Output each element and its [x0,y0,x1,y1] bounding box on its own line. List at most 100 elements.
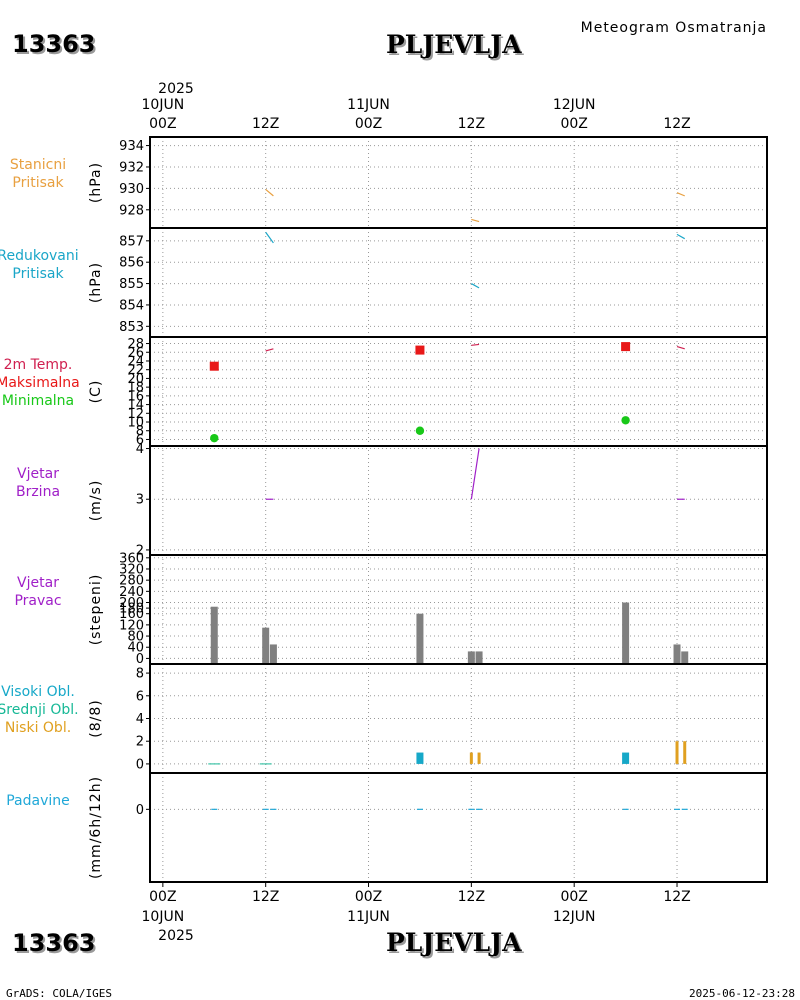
max-temp-marker [209,361,219,371]
series-segment [265,188,274,197]
max-temp-marker [621,342,631,352]
panel-redukovani: 853 854 855 856 857 (hPa) Redukovani Pritisak [0,227,768,338]
unit-label: (mm/6h/12h) [88,776,104,879]
bottom-hour-label: 00Z [560,889,587,905]
y-tick-label: 10 [127,416,144,431]
panel-label-line: Minimalna [2,393,74,409]
panel-label-line: Niski Obl. [5,720,71,736]
top-hour-label: 00Z [149,116,176,132]
top-date-label: 12JUN [553,97,596,113]
footer-station-id: 13363 [12,929,96,957]
bottom-hour-label: 12Z [663,889,690,905]
y-tick-label: 6 [136,689,144,704]
series-segment [471,218,480,223]
y-tick-label: 14 [127,398,144,413]
y-tick-label: 3 [136,493,144,508]
panel-label-line: Brzina [16,484,60,500]
y-tick-label: 360 [119,551,144,566]
panel-label-line: Pritisak [12,175,64,191]
unit-label: (hPa) [88,262,104,303]
panel-frame [149,227,768,338]
bottom-date-label: 11JUN [347,909,390,925]
chart-title: Meteogram Osmatranja [581,20,767,36]
y-tick-label: 180 [119,602,144,617]
y-tick-label: 0 [136,652,144,667]
y-tick-label: 928 [119,203,144,218]
y-tick-label: 853 [119,320,144,335]
footer-station-id-shadow: 13363 [14,931,98,959]
unit-label: (stepeni) [88,574,104,646]
y-tick-label: 932 [119,160,144,175]
unit-label: (hPa) [88,162,104,203]
bottom-hour-label: 12Z [252,889,279,905]
panel-frame [149,772,768,883]
y-tick-label: 6 [136,433,144,448]
y-tick-label: 854 [119,298,144,313]
low-cloud-bar [469,752,473,764]
panels: 928 930 932 934 (hPa) Stanicni Pritisak 853 854 8… [0,136,768,883]
series-segment [265,231,274,244]
wind-direction-bar [210,606,218,664]
temp-segment [265,348,274,352]
year-label-bottom: 2025 [158,928,194,944]
y-tick-label: 8 [136,424,144,439]
top-time-axis: 10JUN 00Z 12Z 11JUN 00Z 12Z 12JUN 00Z 12Z [142,97,691,132]
y-tick-label: 855 [119,277,144,292]
series-segment [676,192,685,197]
bottom-date-label: 12JUN [553,909,596,925]
panel-label-line: Vjetar [17,575,59,591]
panel-label-line: Stanicni [10,157,66,173]
low-cloud-bar [675,741,679,764]
high-cloud-bar [622,752,630,764]
max-temp-marker [415,345,425,355]
panel-label-line: Visoki Obl. [1,684,75,700]
series-segment [676,233,686,240]
y-tick-label: 8 [136,667,144,682]
top-date-label: 10JUN [142,97,185,113]
top-hour-label: 12Z [252,116,279,132]
min-temp-marker [210,433,219,443]
y-tick-label: 0 [136,757,144,772]
bottom-hour-label: 00Z [355,889,382,905]
station-name: PLJEVLJA [386,30,522,59]
y-tick-label: 24 [127,354,144,369]
bottom-date-label: 10JUN [142,909,185,925]
y-tick-label: 930 [119,182,144,197]
panel-frame [149,136,768,229]
wind-direction-bar [475,651,483,664]
panel-stanicni: 928 930 932 934 (hPa) Stanicni Pritisak [10,136,768,229]
credit-label: GrADS: COLA/IGES [6,987,112,1000]
panel-label-line: Pravac [14,593,61,609]
low-cloud-bar [683,741,687,764]
panel-padavine: 0 (mm/6h/12h) Padavine [6,772,768,883]
wind-direction-bar [269,644,277,664]
y-tick-label: 20 [127,372,144,387]
unit-label: (C) [88,380,104,404]
y-tick-label: 200 [119,596,144,611]
wind-direction-bar [673,644,681,664]
footer-station-name: PLJEVLJA [386,928,522,957]
top-hour-label: 12Z [458,116,485,132]
y-tick-label: 934 [119,139,144,154]
footer-station-name-shadow: PLJEVLJA [388,930,524,959]
y-tick-label: 28 [127,337,144,352]
top-hour-label: 12Z [663,116,690,132]
panel-label-line: Padavine [6,793,70,809]
y-tick-label: 4 [136,712,144,727]
y-tick-label: 320 [119,562,144,577]
y-tick-label: 160 [119,607,144,622]
bottom-hour-label: 00Z [149,889,176,905]
station-id-shadow: 13363 [14,32,98,60]
y-tick-label: 857 [119,234,144,249]
panel-label-line: Vjetar [17,466,59,482]
panel-frame [149,336,768,447]
panel-vjetar_brzina: 2 3 4 (m/s) Vjetar Brzina [16,442,768,558]
top-hour-label: 00Z [560,116,587,132]
wind-direction-bar [262,627,270,664]
panel-label-line: Srednji Obl. [0,702,79,718]
y-tick-label: 2 [136,543,144,558]
low-cloud-bar [477,752,481,764]
